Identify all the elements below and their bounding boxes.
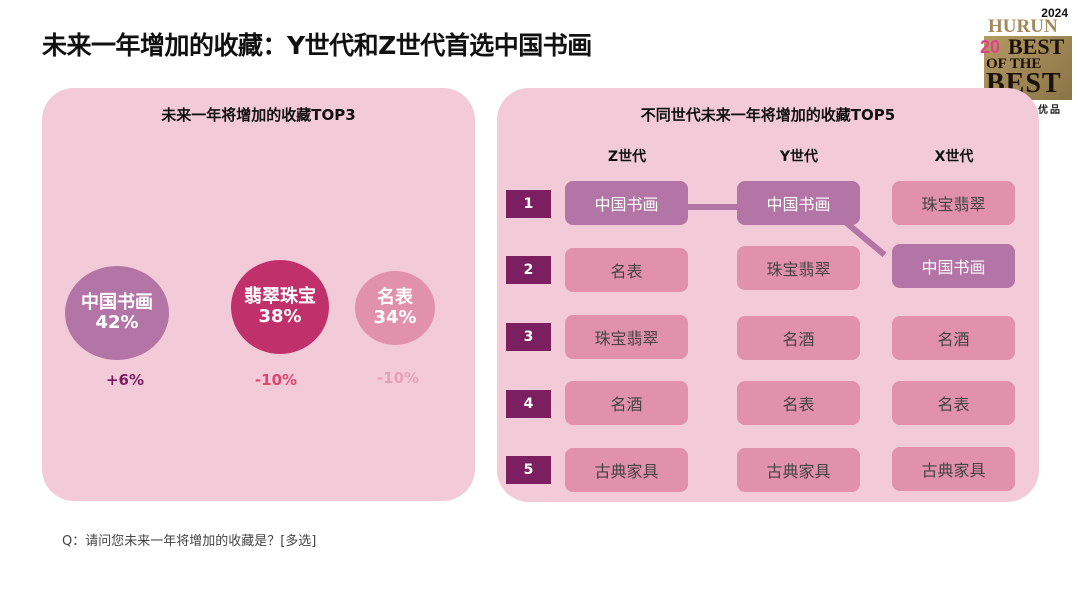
rank-badge: 1 bbox=[506, 190, 551, 218]
cell-z-4: 名酒 bbox=[565, 381, 688, 425]
page-title: 未来一年增加的收藏：Y世代和Z世代首选中国书画 bbox=[42, 31, 592, 60]
cell-x-3: 名酒 bbox=[892, 316, 1015, 360]
rank-badge: 5 bbox=[506, 456, 551, 484]
survey-question-footnote: Q：请问您未来一年将增加的收藏是？[多选] bbox=[62, 534, 317, 549]
column-header-gen-z: Z世代 bbox=[607, 149, 647, 165]
rank-badge: 3 bbox=[506, 323, 551, 351]
cell-x-2: 中国书画 bbox=[892, 244, 1015, 288]
bubble-label: 名表 bbox=[377, 287, 413, 309]
bubble-value: 38% bbox=[258, 306, 302, 327]
top3-panel: 未来一年将增加的收藏TOP3 中国书画 42% +6% 翡翠珠宝 38% -10… bbox=[42, 88, 475, 501]
cell-z-2: 名表 bbox=[565, 248, 688, 292]
bubble-label: 翡翠珠宝 bbox=[244, 286, 316, 308]
cell-z-3: 珠宝翡翠 bbox=[565, 315, 688, 359]
bubble-chinese-painting: 中国书画 42% bbox=[65, 266, 169, 360]
bubble-label: 中国书画 bbox=[81, 292, 153, 314]
cell-y-2: 珠宝翡翠 bbox=[737, 246, 860, 290]
logo-year: 2024 bbox=[1041, 6, 1068, 20]
cell-y-3: 名酒 bbox=[737, 316, 860, 360]
delta-jade-jewelry: -10% bbox=[254, 371, 298, 389]
cell-x-5: 古典家具 bbox=[892, 447, 1015, 491]
bubble-watches: 名表 34% bbox=[355, 271, 435, 345]
top3-title: 未来一年将增加的收藏TOP3 bbox=[161, 106, 356, 124]
cell-z-5: 古典家具 bbox=[565, 448, 688, 492]
top5-title: 不同世代未来一年将增加的收藏TOP5 bbox=[640, 106, 896, 124]
delta-watches: -10% bbox=[376, 369, 420, 387]
cell-x-4: 名表 bbox=[892, 381, 1015, 425]
logo-line1: BEST bbox=[1008, 34, 1065, 59]
rank-badge: 4 bbox=[506, 390, 551, 418]
cell-z-1: 中国书画 bbox=[565, 181, 688, 225]
bubble-value: 34% bbox=[373, 307, 417, 328]
connector-z-y bbox=[687, 204, 739, 210]
bubble-value: 42% bbox=[95, 312, 139, 333]
column-header-gen-y: Y世代 bbox=[779, 149, 819, 165]
logo-line2: OF THE bbox=[986, 56, 1042, 72]
cell-y-4: 名表 bbox=[737, 381, 860, 425]
logo-number: 20 bbox=[980, 37, 1001, 57]
logo-brand: HURUN bbox=[988, 16, 1058, 37]
bubble-jade-jewelry: 翡翠珠宝 38% bbox=[231, 260, 329, 354]
top5-by-generation-panel: 不同世代未来一年将增加的收藏TOP5 Z世代 Y世代 X世代 1 2 3 4 5… bbox=[497, 88, 1039, 502]
delta-chinese-painting: +6% bbox=[105, 371, 145, 389]
rank-badge: 2 bbox=[506, 256, 551, 284]
cell-y-5: 古典家具 bbox=[737, 448, 860, 492]
cell-y-1: 中国书画 bbox=[737, 181, 860, 225]
cell-x-1: 珠宝翡翠 bbox=[892, 181, 1015, 225]
column-header-gen-x: X世代 bbox=[934, 149, 974, 165]
